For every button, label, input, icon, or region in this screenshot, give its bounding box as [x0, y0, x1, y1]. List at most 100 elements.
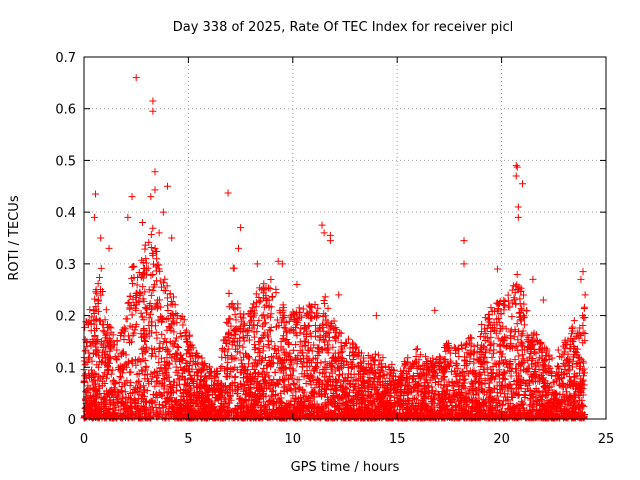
data-point — [107, 386, 115, 394]
data-point — [222, 354, 230, 362]
data-point — [205, 363, 213, 371]
data-point — [260, 311, 268, 319]
data-point — [228, 355, 236, 363]
data-point — [518, 400, 526, 408]
data-point — [449, 386, 457, 394]
data-point — [499, 375, 507, 383]
data-point — [124, 299, 132, 307]
data-point — [265, 405, 273, 413]
data-point — [249, 362, 257, 370]
data-point — [488, 353, 496, 361]
data-point — [514, 336, 522, 344]
data-point — [290, 346, 298, 354]
data-point — [321, 293, 329, 301]
data-point — [513, 377, 521, 385]
data-point — [245, 336, 253, 344]
data-point — [409, 394, 417, 402]
data-point — [161, 335, 169, 343]
data-point — [267, 275, 275, 283]
data-point — [257, 358, 265, 366]
data-point — [293, 376, 301, 384]
data-point — [245, 360, 253, 368]
data-point — [302, 380, 310, 388]
data-point — [185, 349, 193, 357]
data-point — [484, 334, 492, 342]
data-point — [251, 391, 259, 399]
data-point — [564, 367, 572, 375]
data-point — [299, 305, 307, 313]
data-point — [225, 345, 233, 353]
data-point — [163, 294, 171, 302]
data-point — [286, 400, 294, 408]
data-point — [311, 384, 319, 392]
data-point — [337, 394, 345, 402]
data-point — [331, 332, 339, 340]
data-point — [470, 359, 478, 367]
data-point — [92, 350, 100, 358]
data-point — [163, 282, 171, 290]
data-point — [564, 358, 572, 366]
data-point — [299, 392, 307, 400]
data-point — [485, 384, 493, 392]
data-point — [449, 393, 457, 401]
data-point — [130, 329, 138, 337]
data-point — [462, 343, 470, 351]
data-point — [261, 378, 269, 386]
data-point — [374, 351, 382, 359]
data-point — [92, 399, 100, 407]
data-point — [126, 305, 134, 313]
data-point — [569, 357, 577, 365]
data-point — [485, 338, 493, 346]
data-point — [152, 322, 160, 330]
data-point — [126, 322, 134, 330]
data-point — [271, 381, 279, 389]
data-point — [190, 391, 198, 399]
data-point — [251, 406, 259, 414]
data-point — [344, 335, 352, 343]
data-points — [80, 74, 589, 422]
data-point — [561, 362, 569, 370]
data-point — [407, 388, 415, 396]
data-point — [290, 379, 298, 387]
data-point — [304, 322, 312, 330]
data-point — [350, 352, 358, 360]
data-point — [148, 306, 156, 314]
chart-title: Day 338 of 2025, Rate Of TEC Index for r… — [173, 20, 514, 35]
data-point — [570, 317, 578, 325]
data-point — [417, 388, 425, 396]
data-point — [487, 342, 495, 350]
data-point — [101, 316, 109, 324]
data-point — [260, 286, 268, 294]
data-point — [346, 344, 354, 352]
data-point — [571, 370, 579, 378]
data-point — [281, 382, 289, 390]
data-point — [442, 362, 450, 370]
data-point — [517, 332, 525, 340]
data-point — [129, 262, 137, 270]
data-point — [343, 339, 351, 347]
data-point — [121, 325, 129, 333]
data-point — [461, 375, 469, 383]
data-point — [322, 331, 330, 339]
data-point — [227, 352, 235, 360]
data-point — [314, 312, 322, 320]
data-point — [481, 376, 489, 384]
data-point — [120, 324, 128, 332]
data-point — [128, 357, 136, 365]
data-point — [161, 275, 169, 283]
data-point — [508, 286, 516, 294]
data-point — [546, 368, 554, 376]
data-point — [173, 319, 181, 327]
data-point — [179, 389, 187, 397]
data-point — [322, 376, 330, 384]
data-point — [530, 348, 538, 356]
data-point — [212, 373, 220, 381]
data-point — [222, 373, 230, 381]
data-point — [520, 291, 528, 299]
data-point — [254, 349, 262, 357]
data-point — [513, 270, 521, 278]
data-point — [128, 274, 136, 282]
data-point — [142, 305, 150, 313]
data-point — [96, 274, 104, 282]
data-point — [168, 388, 176, 396]
